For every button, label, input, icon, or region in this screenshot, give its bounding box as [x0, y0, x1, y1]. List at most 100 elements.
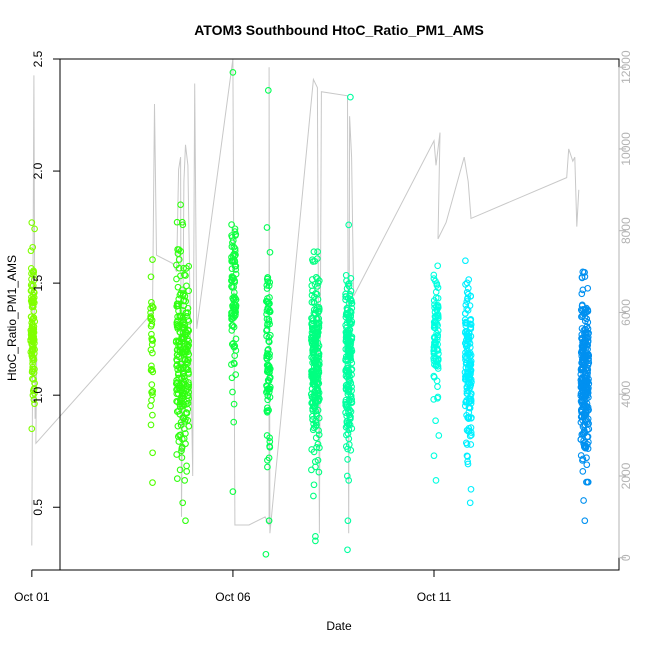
- data-point: [433, 306, 441, 313]
- data-point: [312, 407, 319, 415]
- data-point: [263, 432, 271, 439]
- data-point: [179, 499, 187, 507]
- data-point: [314, 330, 321, 338]
- data-point: [228, 233, 236, 241]
- data-point: [183, 462, 190, 470]
- data-point: [149, 368, 157, 376]
- data-point: [231, 228, 239, 235]
- data-point: [264, 274, 272, 281]
- data-point: [309, 371, 316, 379]
- data-point: [462, 373, 470, 381]
- cluster-9: [461, 257, 475, 507]
- data-point: [174, 433, 182, 440]
- data-point: [264, 278, 272, 285]
- data-point: [175, 246, 183, 253]
- data-point: [581, 517, 589, 525]
- data-point: [308, 393, 316, 401]
- data-point: [177, 201, 184, 209]
- data-point: [229, 322, 237, 329]
- data-point: [180, 321, 188, 328]
- data-point: [432, 314, 439, 321]
- data-point: [263, 224, 271, 231]
- data-point: [579, 386, 586, 393]
- data-point: [464, 458, 471, 465]
- data-point: [30, 276, 38, 284]
- data-point: [149, 304, 157, 312]
- data-point: [148, 362, 155, 370]
- cluster-10: [577, 268, 593, 525]
- data-point: [434, 394, 441, 402]
- data-point: [147, 421, 155, 429]
- data-point: [580, 413, 588, 421]
- data-point: [435, 350, 442, 358]
- data-point: [29, 357, 37, 364]
- data-point: [29, 360, 36, 368]
- cluster-4: [228, 69, 240, 495]
- data-point: [313, 421, 320, 429]
- data-point: [178, 349, 186, 357]
- data-point: [310, 310, 318, 317]
- data-point: [462, 257, 469, 265]
- data-point: [464, 427, 472, 435]
- data-point: [434, 294, 442, 302]
- data-point: [264, 346, 272, 353]
- data-point: [182, 364, 190, 371]
- data-point: [344, 361, 352, 369]
- data-point: [432, 338, 439, 346]
- data-point: [313, 315, 321, 323]
- data-point: [316, 444, 323, 452]
- data-point: [231, 360, 238, 368]
- data-point: [264, 365, 272, 373]
- data-point: [178, 443, 186, 451]
- data-point: [466, 395, 474, 403]
- y-axis: 0.5 1.0 1.5 2.0 2.5: [31, 50, 61, 516]
- data-point: [230, 296, 237, 304]
- y-tick-label: 2.5: [31, 50, 45, 67]
- data-point: [344, 517, 352, 525]
- x-axis-label: Date: [326, 619, 352, 633]
- data-point: [347, 93, 354, 101]
- data-point: [430, 271, 438, 279]
- data-point: [182, 440, 189, 448]
- data-point: [309, 399, 317, 407]
- data-point: [345, 376, 353, 384]
- data-point: [28, 219, 36, 226]
- data-point: [433, 280, 441, 288]
- data-point: [232, 266, 240, 273]
- data-point: [466, 380, 474, 388]
- data-point: [344, 430, 352, 437]
- data-point: [184, 359, 191, 367]
- data-point: [185, 383, 192, 391]
- altitude-track-layer: [31, 58, 580, 546]
- data-point: [228, 257, 236, 265]
- data-point: [346, 296, 354, 304]
- data-point: [180, 297, 187, 305]
- data-point: [182, 517, 189, 525]
- data-point: [180, 264, 187, 272]
- data-point: [433, 358, 441, 366]
- y-tick-label: 1.5: [31, 274, 45, 291]
- data-point: [181, 417, 189, 425]
- data-point: [173, 386, 180, 394]
- data-point: [148, 298, 155, 306]
- data-point: [148, 320, 156, 328]
- data-point: [229, 303, 237, 311]
- data-point: [432, 477, 440, 484]
- data-point: [228, 265, 236, 273]
- x-tick-label: Oct 01: [14, 590, 50, 604]
- data-point: [347, 446, 355, 454]
- data-point: [315, 468, 323, 476]
- data-point: [175, 369, 182, 377]
- data-point: [345, 338, 353, 346]
- data-point: [173, 408, 181, 415]
- data-point: [173, 302, 181, 310]
- data-point: [434, 262, 442, 270]
- data-point: [314, 275, 321, 282]
- data-point: [583, 454, 590, 462]
- data-point: [29, 328, 37, 336]
- data-point: [176, 313, 184, 321]
- data-point: [581, 314, 589, 321]
- data-point: [315, 322, 323, 329]
- data-point: [315, 277, 323, 285]
- data-point: [262, 550, 270, 558]
